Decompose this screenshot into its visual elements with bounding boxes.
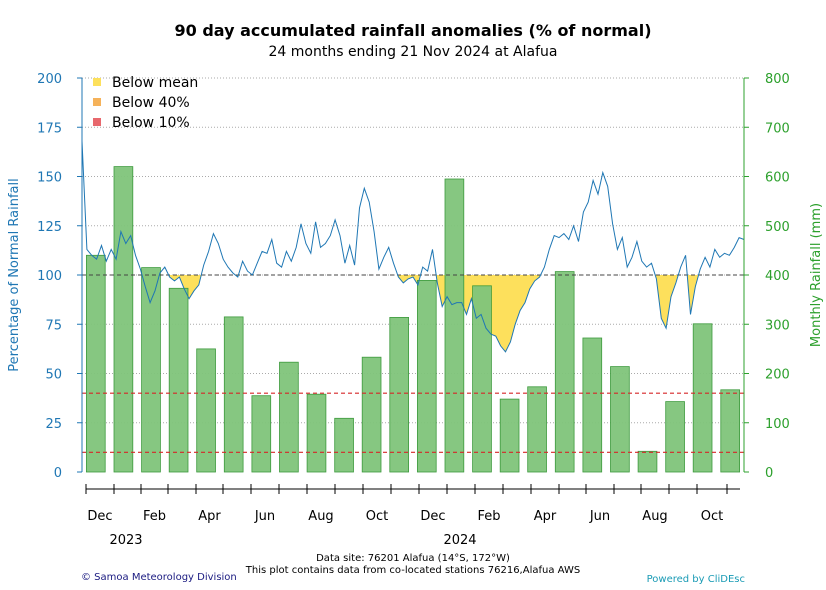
legend-swatch [93,98,101,106]
month-label-feb: Feb [477,509,500,524]
year-label-2023: 2023 [109,533,142,548]
credit-samoa-met[interactable]: © Samoa Meteorology Division [81,572,237,583]
rainfall-bar-feb-2024 [472,285,492,473]
credit-clidesc[interactable]: Powered by CliDEsc [646,574,745,585]
month-label-apr: Apr [534,509,557,524]
left-tick-label: 125 [37,220,62,235]
month-label-dec: Dec [87,509,112,524]
left-tick-label: 75 [45,318,62,333]
left-tick-label: 0 [54,466,62,481]
right-tick-label: 300 [765,318,790,333]
right-tick-label: 200 [765,368,790,383]
month-label-feb: Feb [143,509,166,524]
month-label-dec: Dec [420,509,445,524]
legend: Below mean Below 40% Below 10% [93,75,198,131]
rainfall-bar-mar-2023 [168,287,189,473]
right-axis-title: Monthly Rainfall (mm) [809,203,824,347]
rainfall-bar-dec-2022 [86,254,106,473]
rainfall-bar-aug-2024 [637,450,658,473]
rainfall-bar-jul-2024 [610,366,630,473]
rainfall-bar-may-2024 [554,271,575,473]
rainfall-bar-mar-2024 [499,398,520,473]
left-tick-label: 150 [37,171,62,186]
legend-label: Below mean [112,75,198,91]
chart-title: 90 day accumulated rainfall anomalies (%… [174,21,652,40]
month-label-aug: Aug [308,509,333,524]
left-tick-label: 100 [37,269,62,284]
anomaly-line [81,140,745,353]
month-label-jun: Jun [589,509,610,524]
rainfall-bar-sep-2023 [334,417,354,473]
left-tick-label: 25 [45,417,62,432]
left-tick-label: 175 [37,121,62,136]
below-mean-area [168,275,202,299]
rainfall-bar-oct-2023 [361,356,382,473]
reference-lines [82,274,744,453]
month-label-oct: Oct [366,509,388,524]
rainfall-bar-jan-2024 [444,178,465,473]
rainfall-bar-jun-2023 [251,395,272,473]
right-tick-label: 600 [765,171,790,186]
right-tick-label: 400 [765,269,790,284]
legend-swatch [93,78,101,86]
month-label-oct: Oct [701,509,723,524]
left-tick-label: 200 [37,72,62,87]
below-mean-area [655,275,679,329]
legend-label: Below 10% [112,115,190,131]
year-label-2024: 2024 [443,533,476,548]
rainfall-bar-nov-2023 [389,316,409,473]
axes: 0 25 50 75 100 125 150 175 200 Percentage of Norm… [7,72,824,548]
data-site-note: Data site: 76201 Alafua (14°S, 172°W) [316,553,510,564]
rainfall-bar-nov-2024 [720,389,740,473]
monthly-rainfall-bars [86,166,740,473]
legend-swatch [93,118,101,126]
rainfall-bar-oct-2024 [692,323,713,473]
month-label-aug: Aug [642,509,667,524]
chart-subtitle: 24 months ending 21 Nov 2024 at Alafua [268,44,558,60]
right-tick-label: 0 [765,466,773,481]
anomaly-series-line [81,140,745,353]
right-tick-label: 800 [765,72,790,87]
rainfall-bar-may-2023 [223,316,244,473]
rainfall-bar-jul-2023 [279,361,299,473]
rainfall-bar-jan-2023 [113,166,134,473]
month-label-apr: Apr [198,509,221,524]
co-located-note: This plot contains data from co-located … [245,565,581,576]
right-tick-label: 700 [765,121,790,136]
rainfall-bar-apr-2023 [196,348,216,473]
right-tick-label: 500 [765,220,790,235]
left-axis-title: Percentage of Normal Rainfall [7,178,22,371]
left-tick-label: 50 [45,368,62,383]
rainfall-bar-feb-2023 [141,267,161,473]
right-tick-label: 100 [765,417,790,432]
rainfall-bar-aug-2023 [306,393,327,473]
month-label-jun: Jun [254,509,275,524]
rainfall-bar-sep-2024 [665,401,685,473]
rainfall-bar-apr-2024 [527,386,547,473]
rainfall-bar-dec-2023 [416,279,437,473]
rainfall-bar-jun-2024 [582,337,603,473]
legend-label: Below 40% [112,95,190,111]
